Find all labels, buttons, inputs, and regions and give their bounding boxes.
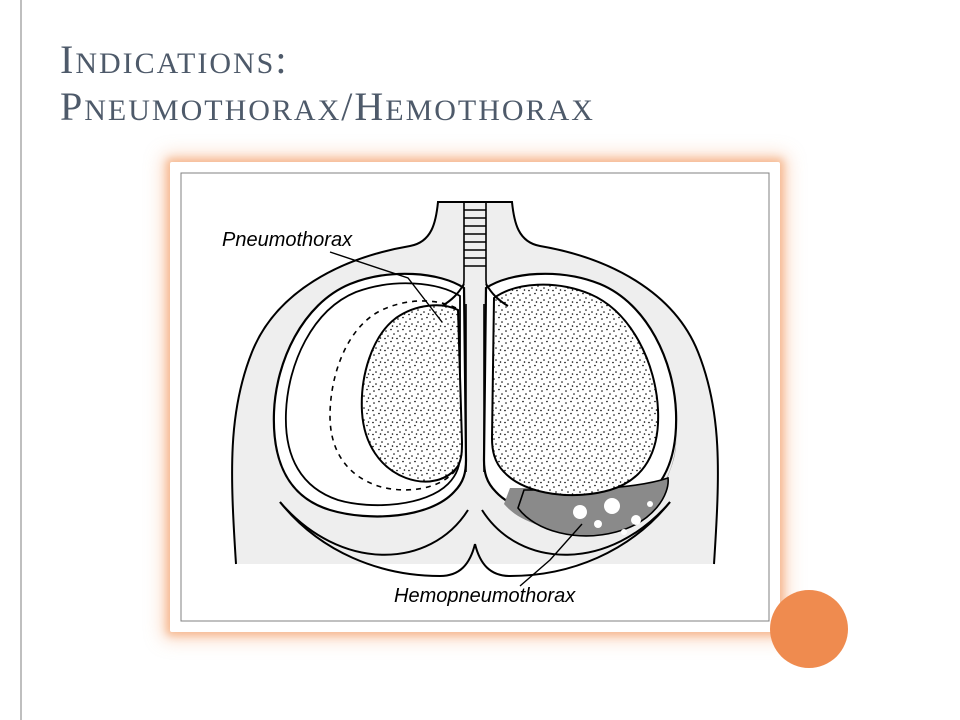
figure-frame: Pneumothorax Hemopneumothorax	[170, 162, 780, 632]
title-rest-1: NDICATIONS	[75, 47, 275, 80]
title-colon: :	[275, 37, 288, 82]
bubble	[594, 520, 602, 528]
bubble	[621, 529, 627, 535]
accent-dot	[770, 590, 848, 668]
title-line-2: PNEUMOTHORAX/HEMOTHORAX	[60, 83, 920, 130]
bubble	[631, 515, 641, 525]
title-rest-2b: EMOTHORAX	[385, 94, 595, 127]
bubble	[604, 498, 620, 514]
bubble	[647, 501, 653, 507]
slide: INDICATIONS: PNEUMOTHORAX/HEMOTHORAX	[0, 0, 960, 720]
title-cap-1: I	[60, 37, 75, 82]
diagram-svg: Pneumothorax Hemopneumothorax	[180, 172, 770, 622]
title-slash: /	[341, 84, 354, 129]
title-cap-2b: H	[354, 84, 385, 129]
title-line-1: INDICATIONS:	[60, 36, 920, 83]
page-title: INDICATIONS: PNEUMOTHORAX/HEMOTHORAX	[60, 36, 920, 130]
callout-label-pneumothorax: Pneumothorax	[222, 229, 353, 251]
title-cap-2a: P	[60, 84, 84, 129]
bubble	[573, 505, 587, 519]
callout-label-hemopneumothorax: Hemopneumothorax	[394, 585, 576, 607]
left-rule	[20, 0, 22, 720]
title-rest-2a: NEUMOTHORAX	[84, 94, 341, 127]
